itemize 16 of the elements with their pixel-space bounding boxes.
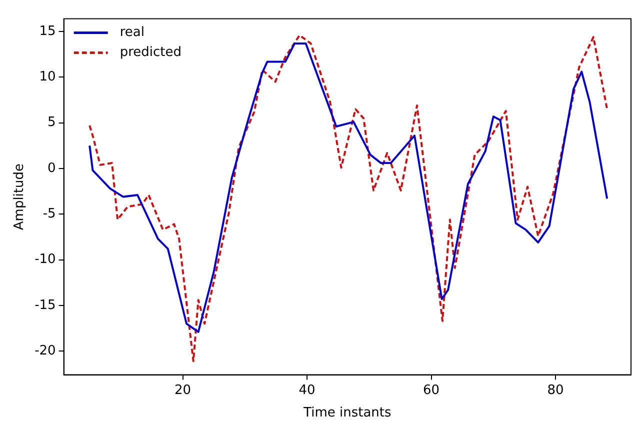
y-tick-label: 10 xyxy=(39,70,56,85)
y-tick-label: -5 xyxy=(42,206,56,222)
x-axis-title: Time instants xyxy=(302,406,392,421)
x-tick-label: 60 xyxy=(423,382,440,398)
x-tick-label: 20 xyxy=(174,382,192,398)
y-tick-label: -15 xyxy=(34,298,56,313)
y-tick-label: 5 xyxy=(48,115,56,130)
y-axis-title: Amplitude xyxy=(12,163,28,230)
y-tick-label: 0 xyxy=(48,160,56,176)
x-tick-label: 80 xyxy=(547,382,564,398)
y-tick-label: -10 xyxy=(34,252,56,268)
y-tick-label: 15 xyxy=(39,24,56,39)
x-tick-label: 40 xyxy=(298,382,316,398)
legend-label: real xyxy=(120,25,144,40)
legend-label: predicted xyxy=(120,45,182,60)
y-tick-label: -20 xyxy=(34,343,56,358)
